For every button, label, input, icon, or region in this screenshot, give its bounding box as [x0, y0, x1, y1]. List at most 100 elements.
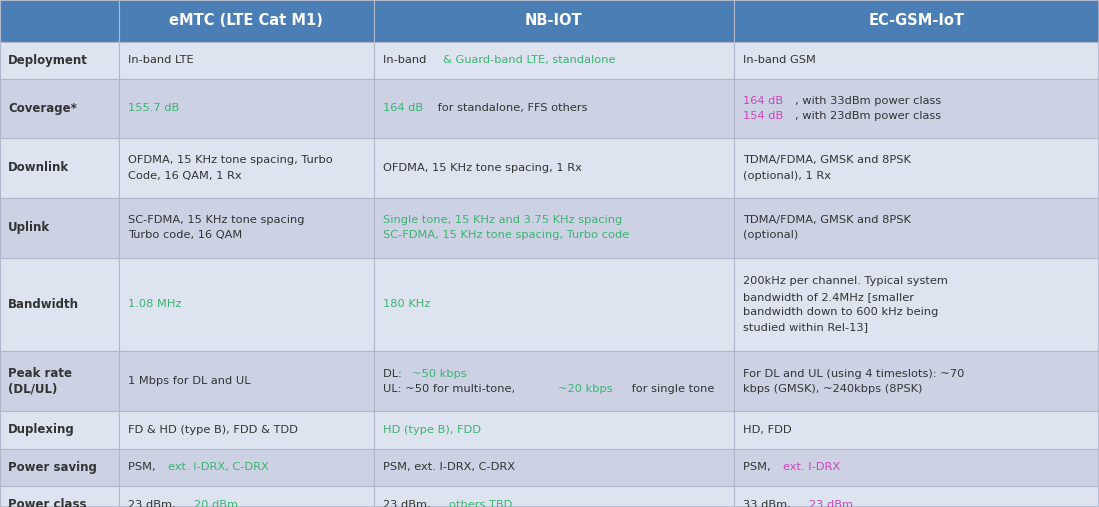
Bar: [119, 42, 374, 79]
Bar: [119, 0, 374, 42]
Text: NB-IOT: NB-IOT: [525, 13, 582, 28]
Text: eMTC (LTE Cat M1): eMTC (LTE Cat M1): [169, 13, 323, 28]
Bar: [734, 198, 1099, 258]
Text: ext. I-DRX, C-DRX: ext. I-DRX, C-DRX: [168, 462, 269, 473]
Text: 1.08 MHz: 1.08 MHz: [127, 300, 181, 309]
Text: others TBD: others TBD: [448, 500, 512, 507]
Bar: [374, 198, 734, 258]
Bar: [734, 42, 1099, 79]
Text: PSM,: PSM,: [127, 462, 159, 473]
Bar: [0, 198, 119, 258]
Bar: [119, 258, 374, 351]
Text: for single tone: for single tone: [629, 384, 714, 394]
Bar: [0, 486, 119, 507]
Bar: [374, 258, 734, 351]
Bar: [374, 42, 734, 79]
Text: HD (type B), FDD: HD (type B), FDD: [382, 425, 480, 435]
Bar: [119, 198, 374, 258]
Text: Deployment: Deployment: [8, 54, 88, 67]
Bar: [374, 411, 734, 449]
Text: SC-FDMA, 15 KHz tone spacing: SC-FDMA, 15 KHz tone spacing: [127, 215, 304, 225]
Bar: [374, 351, 734, 411]
Text: OFDMA, 15 KHz tone spacing, 1 Rx: OFDMA, 15 KHz tone spacing, 1 Rx: [382, 163, 581, 173]
Text: EC-GSM-IoT: EC-GSM-IoT: [868, 13, 965, 28]
Bar: [734, 411, 1099, 449]
Bar: [734, 138, 1099, 198]
Text: 23 dBm: 23 dBm: [810, 500, 854, 507]
Text: 23 dBm,: 23 dBm,: [382, 500, 434, 507]
Bar: [374, 449, 734, 486]
Text: PSM, ext. I-DRX, C-DRX: PSM, ext. I-DRX, C-DRX: [382, 462, 514, 473]
Bar: [119, 138, 374, 198]
Bar: [0, 42, 119, 79]
Text: For DL and UL (using 4 timeslots): ~70: For DL and UL (using 4 timeslots): ~70: [743, 369, 965, 379]
Text: studied within Rel-13]: studied within Rel-13]: [743, 322, 868, 333]
Bar: [0, 0, 119, 42]
Text: Bandwidth: Bandwidth: [8, 298, 79, 311]
Text: In-band GSM: In-band GSM: [743, 55, 815, 65]
Text: Power saving: Power saving: [8, 461, 97, 474]
Text: TDMA/FDMA, GMSK and 8PSK: TDMA/FDMA, GMSK and 8PSK: [743, 155, 911, 165]
Text: ~50 kbps: ~50 kbps: [412, 369, 466, 379]
Bar: [0, 411, 119, 449]
Text: 154 dB: 154 dB: [743, 111, 784, 121]
Bar: [374, 486, 734, 507]
Text: bandwidth down to 600 kHz being: bandwidth down to 600 kHz being: [743, 307, 939, 317]
Text: In-band LTE: In-band LTE: [127, 55, 193, 65]
Text: 164 dB: 164 dB: [743, 96, 784, 106]
Text: Peak rate
(DL/UL): Peak rate (DL/UL): [8, 367, 73, 396]
Bar: [374, 0, 734, 42]
Text: Downlink: Downlink: [8, 161, 69, 174]
Text: 164 dB: 164 dB: [382, 103, 423, 114]
Text: ~20 kbps: ~20 kbps: [558, 384, 612, 394]
Text: SC-FDMA, 15 KHz tone spacing, Turbo code: SC-FDMA, 15 KHz tone spacing, Turbo code: [382, 230, 629, 240]
Text: kbps (GMSK), ~240kbps (8PSK): kbps (GMSK), ~240kbps (8PSK): [743, 384, 922, 394]
Text: TDMA/FDMA, GMSK and 8PSK: TDMA/FDMA, GMSK and 8PSK: [743, 215, 911, 225]
Text: OFDMA, 15 KHz tone spacing, Turbo: OFDMA, 15 KHz tone spacing, Turbo: [127, 155, 332, 165]
Text: Power class: Power class: [8, 498, 87, 507]
Bar: [734, 258, 1099, 351]
Bar: [374, 79, 734, 138]
Bar: [119, 486, 374, 507]
Bar: [119, 411, 374, 449]
Text: , with 33dBm power class: , with 33dBm power class: [795, 96, 941, 106]
Bar: [0, 258, 119, 351]
Text: for standalone, FFS others: for standalone, FFS others: [434, 103, 588, 114]
Bar: [0, 449, 119, 486]
Bar: [734, 79, 1099, 138]
Text: DL:: DL:: [382, 369, 406, 379]
Text: Uplink: Uplink: [8, 221, 51, 234]
Text: 23 dBm,: 23 dBm,: [127, 500, 179, 507]
Bar: [119, 351, 374, 411]
Text: 33 dBm,: 33 dBm,: [743, 500, 795, 507]
Bar: [119, 79, 374, 138]
Text: Single tone, 15 KHz and 3.75 KHz spacing: Single tone, 15 KHz and 3.75 KHz spacing: [382, 215, 622, 225]
Text: 180 KHz: 180 KHz: [382, 300, 430, 309]
Text: Turbo code, 16 QAM: Turbo code, 16 QAM: [127, 230, 242, 240]
Text: FD & HD (type B), FDD & TDD: FD & HD (type B), FDD & TDD: [127, 425, 298, 435]
Text: 20 dBm: 20 dBm: [193, 500, 237, 507]
Text: bandwidth of 2.4MHz [smaller: bandwidth of 2.4MHz [smaller: [743, 292, 914, 302]
Text: PSM,: PSM,: [743, 462, 775, 473]
Bar: [734, 351, 1099, 411]
Text: UL: ~50 for multi-tone,: UL: ~50 for multi-tone,: [382, 384, 519, 394]
Bar: [119, 449, 374, 486]
Text: (optional), 1 Rx: (optional), 1 Rx: [743, 170, 831, 180]
Bar: [0, 79, 119, 138]
Text: ext. I-DRX: ext. I-DRX: [784, 462, 841, 473]
Text: Duplexing: Duplexing: [8, 423, 75, 437]
Text: Coverage*: Coverage*: [8, 102, 77, 115]
Bar: [374, 138, 734, 198]
Text: Code, 16 QAM, 1 Rx: Code, 16 QAM, 1 Rx: [127, 170, 242, 180]
Bar: [0, 138, 119, 198]
Text: 200kHz per channel. Typical system: 200kHz per channel. Typical system: [743, 276, 948, 286]
Text: , with 23dBm power class: , with 23dBm power class: [795, 111, 941, 121]
Bar: [734, 0, 1099, 42]
Text: 155.7 dB: 155.7 dB: [127, 103, 179, 114]
Text: 1 Mbps for DL and UL: 1 Mbps for DL and UL: [127, 376, 251, 386]
Text: & Guard-band LTE, standalone: & Guard-band LTE, standalone: [443, 55, 615, 65]
Bar: [0, 351, 119, 411]
Text: HD, FDD: HD, FDD: [743, 425, 791, 435]
Text: In-band: In-band: [382, 55, 430, 65]
Bar: [734, 486, 1099, 507]
